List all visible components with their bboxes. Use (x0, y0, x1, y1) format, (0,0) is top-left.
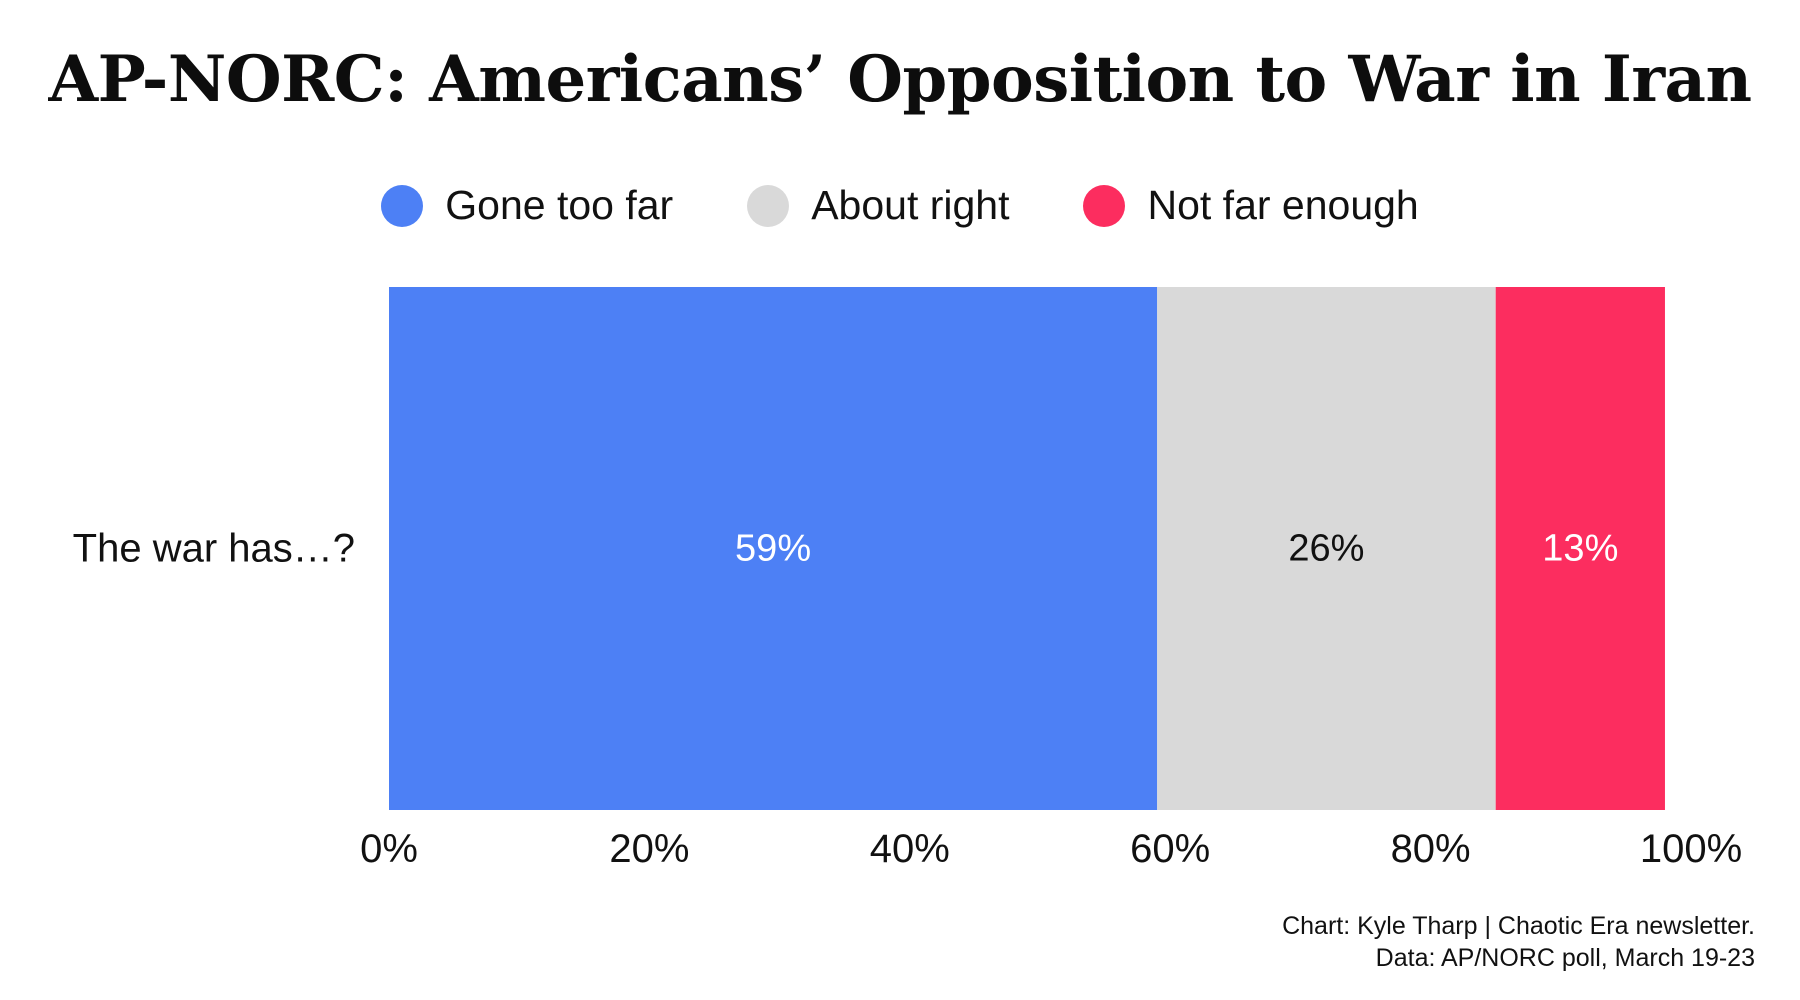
legend-item-not-far-enough: Not far enough (1083, 182, 1419, 229)
bar-label-not-far-enough: 13% (1542, 528, 1618, 570)
category-labels: The war has…? (73, 527, 355, 571)
x-tick-label: 100% (1640, 827, 1742, 871)
bar-about-right (1157, 287, 1496, 810)
bar-segments (389, 287, 1665, 810)
bar-not-far-enough (1495, 287, 1665, 810)
footnote-credit: Chart: Kyle Tharp | Chaotic Era newslett… (1282, 912, 1755, 940)
x-tick-label: 0% (360, 827, 418, 871)
footnote: Chart: Kyle Tharp | Chaotic Era newslett… (1282, 910, 1755, 974)
footnote-source: Data: AP/NORC poll, March 19-23 (1375, 944, 1755, 972)
legend-swatch-about-right (747, 184, 790, 227)
bar-value-labels: 59% 26% 13% (735, 528, 1618, 570)
bar-label-about-right: 26% (1288, 528, 1364, 570)
legend-item-gone-too-far: Gone too far (381, 182, 673, 229)
legend-swatch-gone-too-far (381, 184, 424, 227)
legend-label-not-far-enough: Not far enough (1147, 182, 1419, 228)
legend-label-gone-too-far: Gone too far (445, 182, 674, 228)
x-tick-label: 40% (870, 827, 950, 871)
category-label: The war has…? (73, 527, 355, 571)
chart-title: AP-NORC: Americans’ Opposition to War in… (48, 42, 1752, 117)
x-axis-tick-labels: 0% 20% 40% 60% 80% 100% (360, 827, 1742, 871)
legend: Gone too far About right Not far enough (0, 182, 1800, 229)
legend-item-about-right: About right (747, 182, 1009, 229)
x-tick-label: 80% (1391, 827, 1471, 871)
bar-label-gone-too-far: 59% (735, 528, 811, 570)
bar-gone-too-far (389, 287, 1158, 810)
legend-swatch-not-far-enough (1083, 184, 1126, 227)
x-tick-label: 60% (1130, 827, 1210, 871)
legend-label-about-right: About right (811, 182, 1010, 228)
x-tick-label: 20% (609, 827, 689, 871)
